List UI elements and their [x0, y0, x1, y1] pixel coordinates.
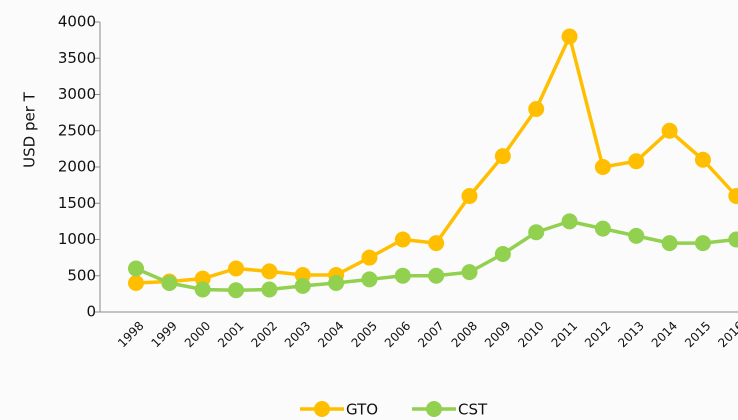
point [594, 159, 611, 175]
point [661, 235, 678, 252]
point [561, 213, 578, 230]
point [128, 260, 144, 277]
point [494, 148, 511, 165]
y-tick-label: 3500 [58, 49, 96, 67]
x-tick-label: 2009 [482, 319, 513, 350]
legend-marker [426, 401, 442, 417]
point [661, 122, 678, 139]
x-tick-label: 2012 [582, 319, 613, 350]
x-tick-label: 2016 [715, 319, 738, 350]
x-tick-label: 2002 [248, 319, 279, 350]
point [628, 153, 645, 170]
legend-item: CST [412, 401, 488, 419]
point [694, 151, 711, 168]
point [394, 267, 411, 284]
x-tick-label: 2004 [315, 319, 346, 350]
y-tick-label: 0 [86, 303, 96, 321]
point [361, 271, 378, 288]
x-tick-label: 2011 [549, 319, 580, 350]
y-tick-label: 2500 [58, 121, 96, 139]
point [361, 249, 378, 266]
x-tick-label: 2013 [615, 319, 646, 350]
point [294, 277, 311, 294]
legend-marker [314, 401, 330, 417]
y-tick-label: 1000 [58, 230, 96, 248]
point [194, 281, 211, 298]
point [561, 28, 578, 45]
point [261, 281, 278, 298]
y-axis-label: USD per T [21, 91, 39, 168]
point [528, 101, 545, 117]
y-tick-label: 500 [67, 266, 96, 284]
y-tick-label: 3000 [58, 85, 96, 103]
point [461, 264, 478, 281]
x-tick-label: 2003 [282, 319, 313, 350]
x-tick-label: 2015 [682, 319, 713, 350]
x-tick-label: 2005 [349, 319, 380, 350]
point [261, 263, 278, 280]
x-tick-label: 2000 [182, 319, 213, 350]
x-tick-label: 2008 [449, 319, 480, 350]
x-tick-label: 1999 [148, 319, 179, 350]
point [528, 224, 545, 241]
x-tick-label: 2010 [515, 319, 546, 350]
point [494, 246, 511, 262]
point [728, 188, 738, 204]
x-tick-label: 2007 [415, 319, 446, 350]
x-tick-label: 2014 [649, 319, 680, 350]
x-tick-label: 1998 [115, 319, 146, 350]
x-tick-label: 2001 [215, 319, 246, 350]
legend-item: GTO [300, 401, 378, 419]
point [428, 235, 445, 252]
point [628, 227, 645, 244]
y-tick-label: 2000 [58, 158, 96, 176]
point [328, 275, 345, 291]
point [128, 275, 144, 291]
point [428, 267, 445, 284]
point [728, 231, 738, 248]
point [228, 282, 245, 299]
legend-label: GTO [346, 401, 378, 419]
point [228, 260, 245, 277]
x-tick-label: 2006 [382, 319, 413, 350]
point [594, 220, 611, 237]
point [394, 231, 411, 248]
y-tick-label: 1500 [58, 194, 96, 212]
point [161, 275, 178, 291]
legend-label: CST [458, 401, 488, 419]
point [461, 188, 478, 204]
y-tick-label: 4000 [58, 13, 96, 31]
point [694, 235, 711, 252]
